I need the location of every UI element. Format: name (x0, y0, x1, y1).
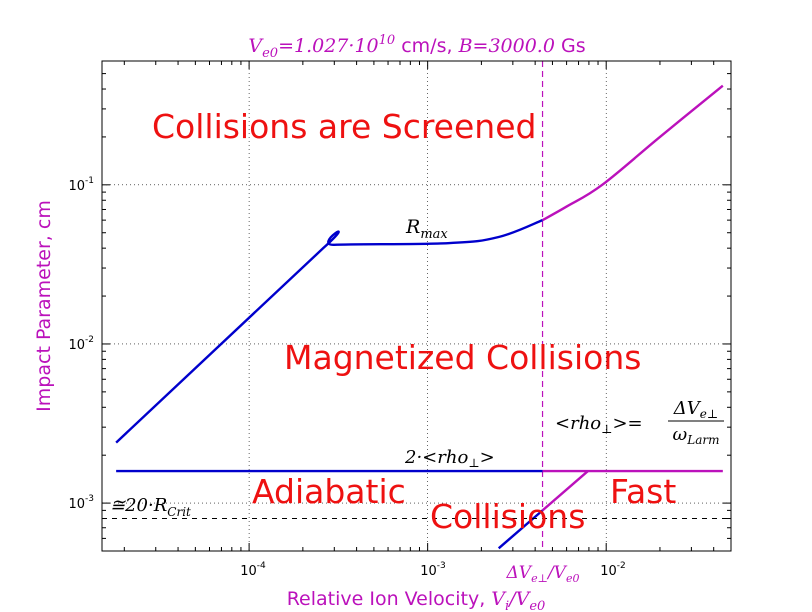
label-rcrit: ≅20·RCrit (110, 495, 191, 519)
annotation-magnetized-collisions: Magnetized Collisions (284, 338, 641, 377)
series-line-1 (541, 84, 724, 222)
y-tick-label: 10-2 (68, 335, 94, 353)
data-lines (102, 61, 731, 551)
chart-title: Ve0=1.027·1010 cm/s, B=3000.0 Gs (248, 33, 585, 61)
svg-text:ωLarm: ωLarm (673, 424, 720, 447)
label-rmax: Rmax (405, 216, 448, 242)
x-tick-label: 10-4 (240, 561, 266, 579)
annotation-fast: Fast (610, 472, 676, 511)
vline-label: ΔVe⊥/Ve0 (506, 563, 580, 585)
label-rho-definition: <rho⊥>= ΔVe⊥ ωLarm (555, 398, 724, 447)
annotation-collisions: Collisions (430, 497, 585, 536)
tick-labels: 10-4 10-3 10-2 10-3 10-2 10-1 (68, 176, 625, 579)
svg-text:<rho⊥>=: <rho⊥>= (555, 413, 643, 436)
y-tick-label: 10-1 (68, 176, 94, 194)
series-line-5 (541, 470, 589, 512)
x-axis-label: Relative Ion Velocity, Vi/Ve0 (287, 588, 546, 612)
annotation-collisions-are-screened: Collisions are Screened (152, 107, 536, 146)
x-tick-label: 10-2 (600, 561, 626, 579)
axis-ticks (102, 61, 732, 552)
label-rho-two: 2·<rho⊥> (404, 447, 495, 470)
plot-frame (101, 60, 732, 552)
annotation-adiabatic: Adiabatic (252, 472, 406, 511)
x-tick-label: 10-3 (420, 561, 446, 579)
y-tick-label: 10-3 (68, 494, 94, 512)
series-line-4 (497, 509, 544, 550)
svg-text:ΔVe⊥: ΔVe⊥ (673, 398, 718, 421)
series-line-0 (115, 219, 543, 444)
y-axis-label: Impact Parameter, cm (33, 200, 55, 412)
grid-lines (102, 61, 731, 551)
